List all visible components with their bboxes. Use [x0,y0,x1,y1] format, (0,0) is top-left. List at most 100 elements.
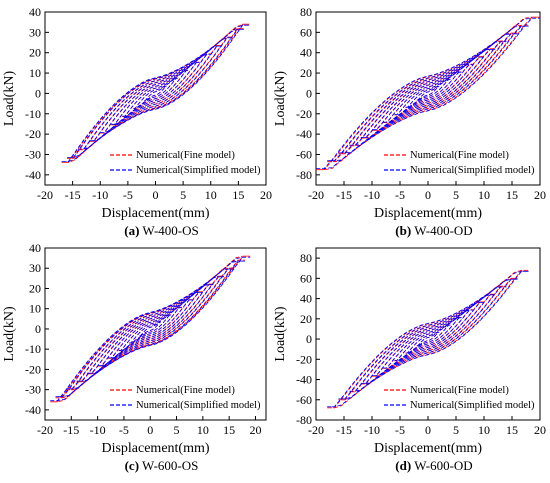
hysteresis-loop [405,79,451,108]
hysteresis-loop [122,70,189,117]
x-tick-label: -15 [336,423,352,437]
hysteresis-loop [338,278,518,400]
hysteresis-loop [360,293,496,385]
panel-caption: (a) W-400-OS [124,223,199,238]
y-tick-label: -30 [25,147,41,161]
y-axis-label: Load(kN) [273,71,288,127]
panel-caption: (d) W-600-OD [395,458,472,473]
hysteresis-loop [144,85,167,101]
legend-entry: Numerical(Simplified model) [410,400,535,411]
x-axis-label: Displacement(mm) [374,441,482,456]
y-tick-label: 0 [35,322,41,336]
hysteresis-loop [338,33,518,154]
y-tick-label: 40 [300,292,312,306]
y-tick-label: -20 [25,362,41,376]
hysteresis-loop [316,17,540,169]
y-tick-label: 30 [29,261,41,275]
y-tick-label: 80 [300,5,312,19]
x-tick-label: -20 [308,423,324,437]
legend-entry: Numerical(Fine model) [136,385,235,396]
y-tick-label: -20 [296,352,312,366]
y-tick-label: -20 [296,107,312,121]
series-simplified-model [316,17,540,169]
x-tick-label: 20 [534,188,546,202]
legend-entry: Numerical(Simplified model) [136,400,261,411]
legend-entry: Numerical(Fine model) [136,150,235,161]
y-axis-label: Load(kN) [2,306,17,362]
y-tick-label: 20 [300,312,312,326]
y-tick-label: 0 [35,86,41,100]
x-tick-label: 20 [534,423,546,437]
panel-caption: (c) W-600-OS [125,458,199,473]
panel-caption: (b) W-400-OD [395,223,472,238]
x-tick-label: 10 [205,188,217,202]
hysteresis-loop [100,54,211,133]
y-tick-label: -80 [296,168,312,182]
hysteresis-loop [349,41,507,146]
y-tick-label: 10 [29,66,41,80]
hysteresis-loop [327,270,529,408]
hysteresis-loop [111,61,200,126]
legend-entry: Numerical(Simplified model) [410,165,535,176]
hysteresis-loop [66,267,235,391]
x-tick-label: 5 [453,188,459,202]
y-tick-label: 30 [29,25,41,39]
hysteresis-loop [338,32,518,155]
hysteresis-loop [111,62,200,125]
y-tick-label: 60 [300,25,312,39]
y-tick-label: -40 [296,373,312,387]
y-tick-label: 40 [29,241,41,255]
hysteresis-loop [349,286,507,392]
x-tick-label: -20 [308,188,324,202]
panel-c-w-600-os: -20 -15 -10 -5 0 5 10 15 20 -40 -30 -20 -10 0 10 20 30 40… [2,241,267,473]
panel-a-w-400-os: -20 -15 -10 -5 0 5 10 15 20 -40 -30 -20 -10 0 10 20 30 40… [2,5,272,238]
x-axis-label: Displacement(mm) [374,206,482,221]
x-tick-label: 5 [453,423,459,437]
y-tick-label: 40 [29,5,41,19]
hysteresis-loop [338,277,518,401]
hysteresis-loop [67,29,244,158]
y-tick-label: 0 [306,332,312,346]
hysteresis-loop [66,268,235,390]
series-fine-model [61,23,250,163]
x-tick-label: 0 [147,423,153,437]
y-tick-label: 10 [29,302,41,316]
x-tick-label: 10 [478,188,490,202]
y-tick-label: 20 [300,66,312,80]
hysteresis-loop [405,324,451,354]
y-tick-label: 0 [306,86,312,100]
hysteresis-loop [133,78,178,109]
hysteresis-loop [360,49,496,138]
x-tick-label: -15 [65,188,81,202]
series-fine-model [316,16,540,171]
hysteresis-loop [327,24,529,163]
y-tick-label: -10 [25,342,41,356]
x-tick-label: -5 [395,188,405,202]
legend-entry: Numerical(Simplified model) [136,165,261,176]
x-tick-label: 0 [425,188,431,202]
y-tick-label: -20 [25,127,41,141]
hysteresis-loop [383,309,473,369]
x-tick-label: 15 [232,188,244,202]
x-tick-label: -15 [63,423,79,437]
hysteresis-loop [360,48,496,139]
x-tick-label: 5 [174,423,180,437]
x-tick-label: -5 [395,423,405,437]
panel-b-w-400-od: -20 -15 -10 -5 0 5 10 15 20 -80 -60 -40 -20 0 20 40 60 80… [273,5,546,238]
x-tick-label: 15 [506,188,518,202]
y-tick-label: -80 [296,413,312,427]
y-tick-label: -40 [25,168,41,182]
x-tick-label: 5 [180,188,186,202]
hysteresis-loop [139,321,161,337]
y-tick-label: 80 [300,251,312,265]
series-simplified-model [327,270,529,408]
y-tick-label: -60 [296,393,312,407]
x-tick-label: 10 [197,423,209,437]
plot-frame [44,247,267,421]
hysteresis-loop [327,25,529,162]
y-tick-label: -40 [296,127,312,141]
legend-entry: Numerical(Fine model) [410,150,509,161]
y-tick-label: 60 [300,271,312,285]
hysteresis-loop [89,45,222,142]
hysteresis-loop [55,260,245,398]
